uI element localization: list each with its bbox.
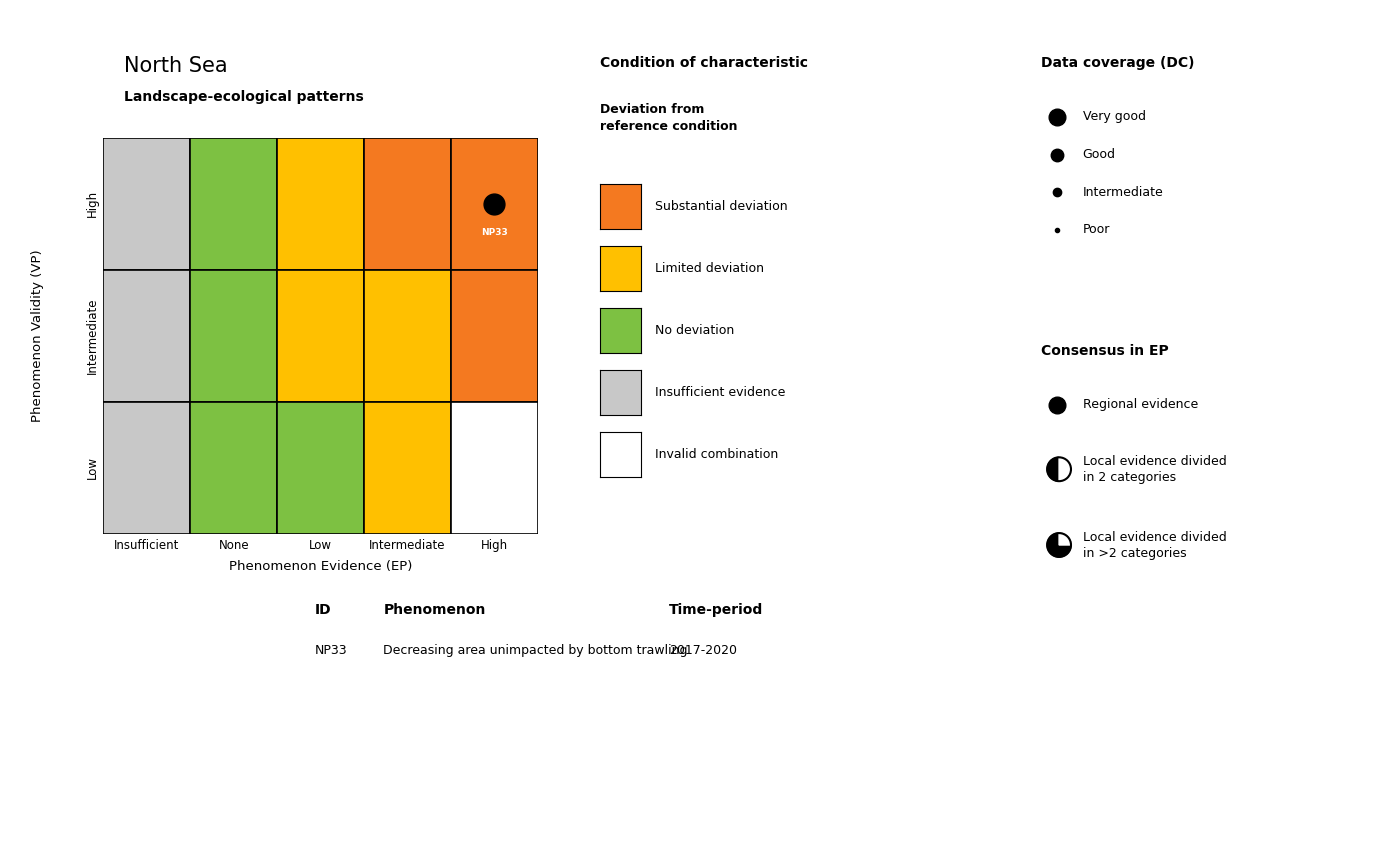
Text: No deviation: No deviation bbox=[655, 324, 734, 338]
Bar bbox=[103, 269, 190, 402]
Text: Condition of characteristic: Condition of characteristic bbox=[600, 56, 808, 70]
Bar bbox=[103, 138, 190, 269]
Text: Good: Good bbox=[1083, 147, 1116, 161]
Bar bbox=[190, 138, 277, 269]
X-axis label: Phenomenon Evidence (EP): Phenomenon Evidence (EP) bbox=[229, 560, 412, 573]
Text: Deviation from
reference condition: Deviation from reference condition bbox=[600, 103, 738, 133]
Polygon shape bbox=[1059, 457, 1071, 481]
Text: Limited deviation: Limited deviation bbox=[655, 262, 764, 276]
Text: Landscape-ecological patterns: Landscape-ecological patterns bbox=[124, 90, 364, 104]
Text: Poor: Poor bbox=[1083, 223, 1110, 237]
Text: Substantial deviation: Substantial deviation bbox=[655, 200, 787, 214]
Text: Intermediate: Intermediate bbox=[1083, 185, 1164, 199]
Bar bbox=[451, 402, 538, 534]
Bar bbox=[103, 402, 190, 534]
Text: Regional evidence: Regional evidence bbox=[1083, 398, 1198, 412]
Text: Time-period: Time-period bbox=[669, 603, 763, 616]
Text: NP33: NP33 bbox=[481, 227, 507, 237]
Bar bbox=[277, 269, 364, 402]
Text: Phenomenon: Phenomenon bbox=[383, 603, 485, 616]
Text: Data coverage (DC): Data coverage (DC) bbox=[1041, 56, 1194, 70]
Y-axis label: Phenomenon Validity (VP): Phenomenon Validity (VP) bbox=[30, 250, 44, 422]
Bar bbox=[190, 269, 277, 402]
Text: ID: ID bbox=[314, 603, 331, 616]
Text: Invalid combination: Invalid combination bbox=[655, 448, 778, 461]
Bar bbox=[451, 269, 538, 402]
Polygon shape bbox=[1059, 533, 1071, 545]
Bar bbox=[451, 138, 538, 269]
Text: Local evidence divided
in 2 categories: Local evidence divided in 2 categories bbox=[1083, 455, 1226, 484]
Text: Very good: Very good bbox=[1083, 109, 1146, 123]
Text: Insufficient evidence: Insufficient evidence bbox=[655, 386, 786, 400]
Bar bbox=[277, 402, 364, 534]
Text: Decreasing area unimpacted by bottom trawling: Decreasing area unimpacted by bottom tra… bbox=[383, 644, 688, 657]
Text: 2017-2020: 2017-2020 bbox=[669, 644, 736, 657]
Bar bbox=[364, 269, 451, 402]
Text: Local evidence divided
in >2 categories: Local evidence divided in >2 categories bbox=[1083, 530, 1226, 560]
Polygon shape bbox=[1047, 533, 1071, 557]
Bar bbox=[190, 402, 277, 534]
Text: Consensus in EP: Consensus in EP bbox=[1041, 344, 1169, 358]
Polygon shape bbox=[1047, 457, 1059, 481]
Text: North Sea: North Sea bbox=[124, 56, 228, 76]
Bar bbox=[364, 402, 451, 534]
Bar bbox=[364, 138, 451, 269]
Text: NP33: NP33 bbox=[314, 644, 348, 657]
Bar bbox=[277, 138, 364, 269]
